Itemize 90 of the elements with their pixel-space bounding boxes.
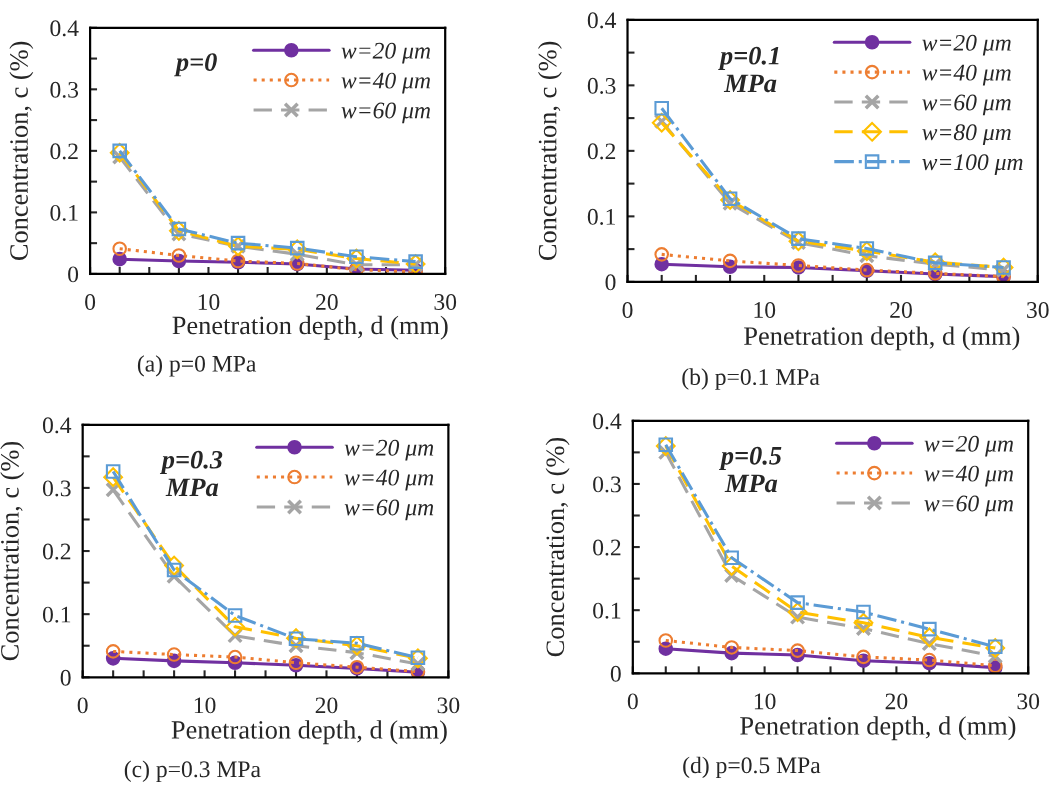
x-tick-label: 0 — [622, 302, 633, 318]
x-tick-label: 20 — [315, 697, 338, 714]
point — [103, 467, 124, 488]
x-tick-label: 30 — [437, 697, 460, 714]
legend-label: w=20 μm — [344, 439, 434, 461]
x-tick-label: 10 — [198, 294, 220, 310]
point — [853, 612, 874, 633]
y-tick-label: 0 — [605, 274, 616, 291]
y-tick-label: 0 — [60, 669, 71, 686]
y-tick-label: 0 — [68, 266, 79, 283]
x-tick-label: 30 — [434, 294, 457, 310]
annotation: p=0.3 MPa — [159, 450, 223, 497]
annotation: p=0.1 MPa — [718, 46, 779, 93]
x-tick-label: 10 — [194, 697, 216, 714]
point — [654, 100, 669, 116]
y-axis-title: Concentration, c (%) — [545, 437, 570, 657]
y-tick-label: 0.4 — [42, 417, 72, 434]
point — [227, 649, 243, 665]
x-axis-title: Penetration depth, d (mm) — [744, 326, 1020, 351]
x-axis-title: Penetration depth, d (mm) — [171, 720, 447, 745]
y-axis-title: Concentration, c (%) — [537, 41, 562, 261]
y-tick-label: 0.1 — [587, 208, 615, 225]
annotation: p=0.5 MPa — [718, 446, 782, 493]
x-tick-label: 10 — [754, 693, 776, 710]
point — [790, 643, 805, 658]
point — [112, 241, 127, 256]
point — [790, 595, 805, 610]
point — [724, 640, 739, 655]
x-tick-label: 10 — [754, 302, 776, 318]
y-tick-label: 0.2 — [50, 143, 78, 160]
x-tick-label: 0 — [85, 294, 96, 310]
annotation: p=0 — [174, 53, 217, 77]
point — [856, 649, 871, 665]
text: (d) p=0.5 MPa — [683, 756, 821, 779]
y-tick-label: 0.1 — [50, 204, 78, 221]
legend-label: w=60 μm — [344, 499, 434, 521]
x-tick-label: 20 — [890, 302, 912, 318]
point — [922, 621, 937, 637]
legend-label: w=60 μm — [922, 94, 1011, 116]
point — [227, 608, 243, 623]
legend-label: w=40 μm — [922, 64, 1011, 86]
y-tick-label: 0.3 — [50, 81, 79, 98]
x-tick-label: 20 — [316, 294, 338, 310]
point — [166, 647, 182, 662]
y-tick-label: 0.4 — [50, 20, 79, 37]
point — [658, 633, 674, 648]
text: (a) p=0 MPa — [137, 355, 257, 377]
point — [722, 253, 738, 269]
point — [721, 556, 742, 576]
y-tick-label: 0.1 — [593, 602, 621, 619]
point — [171, 248, 187, 263]
point — [919, 627, 940, 648]
x-tick-label: 30 — [1027, 302, 1049, 318]
point — [105, 644, 121, 659]
legend-label: w=20 μm — [922, 34, 1011, 56]
point — [164, 555, 184, 576]
point — [856, 241, 877, 261]
y-tick-label: 0.2 — [42, 543, 71, 560]
legend-label: w=80 μm — [922, 124, 1011, 146]
text: (c) p=0.3 MPa — [124, 760, 261, 783]
y-tick-label: 0.2 — [593, 539, 621, 556]
x-axis-title: Penetration depth, d (mm) — [172, 315, 448, 340]
y-tick-label: 0.4 — [593, 413, 622, 430]
y-tick-label: 0.2 — [587, 143, 616, 160]
x-axis-title: Penetration depth, d (mm) — [740, 716, 1016, 741]
legend-label: w=60 μm — [924, 495, 1014, 517]
y-tick-label: 0.3 — [587, 77, 616, 94]
point — [787, 602, 808, 622]
legend-label: w=100 μm — [922, 154, 1023, 175]
point — [347, 635, 367, 656]
point — [225, 616, 245, 637]
point — [856, 604, 871, 620]
x-tick-label: 0 — [627, 693, 638, 710]
point — [654, 247, 669, 262]
legend-label: w=40 μm — [341, 72, 431, 94]
legend-label: w=20 μm — [924, 435, 1014, 457]
y-tick-label: 0.4 — [587, 12, 617, 29]
legend-label: w=40 μm — [344, 469, 434, 491]
y-tick-label: 0.1 — [42, 606, 71, 623]
y-tick-label: 0 — [610, 665, 621, 682]
legend-label: w=20 μm — [341, 42, 431, 64]
x-tick-label: 20 — [885, 693, 908, 710]
legend-label: w=40 μm — [924, 465, 1014, 487]
y-tick-label: 0.3 — [42, 480, 71, 497]
y-axis-title: Concentration, c (%) — [9, 41, 34, 261]
x-tick-label: 30 — [1017, 693, 1040, 710]
y-tick-label: 0.3 — [593, 476, 621, 493]
y-axis-title: Concentration, c (%) — [0, 441, 25, 661]
legend-label: w=60 μm — [341, 102, 431, 124]
text: (b) p=0.1 MPa — [682, 368, 820, 390]
